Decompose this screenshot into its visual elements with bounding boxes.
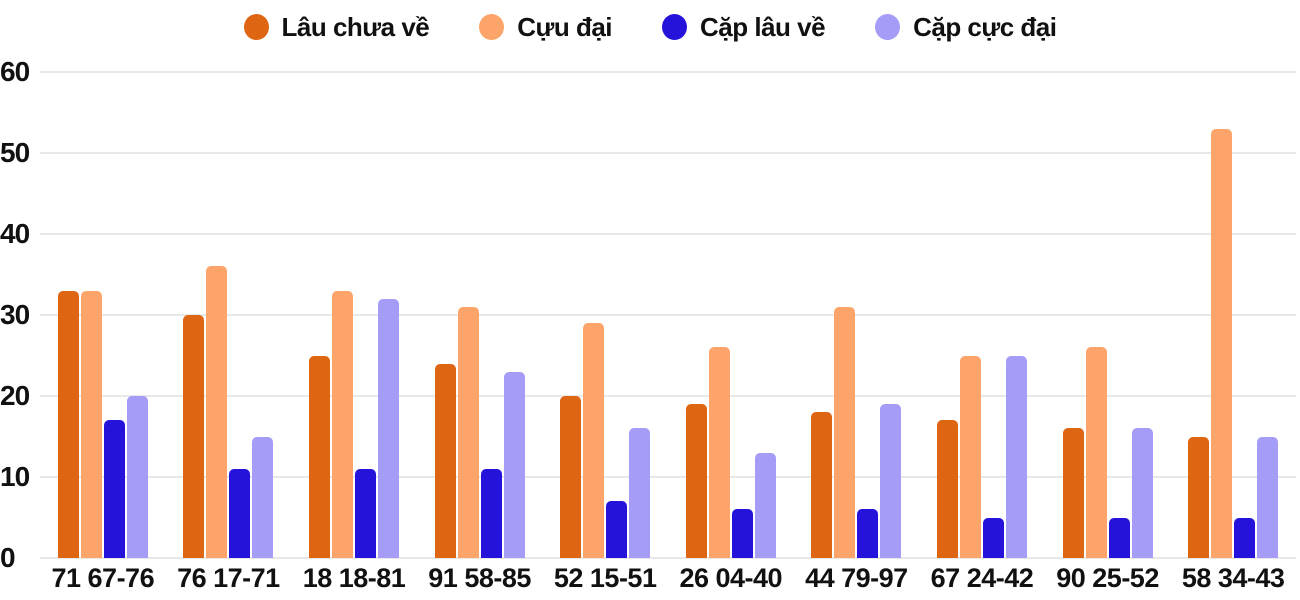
bar-series-1-group-10[interactable] <box>1188 436 1210 558</box>
bar-series-4-group-9[interactable] <box>1131 428 1153 558</box>
bar-group-8 <box>919 72 1045 558</box>
x-tick-label-2: 76 17-71 <box>177 563 280 593</box>
bar-series-2-group-1[interactable] <box>80 290 102 558</box>
legend-swatch-circle-icon <box>662 14 688 40</box>
bar-series-1-group-3[interactable] <box>308 355 330 558</box>
x-tick-label-8: 67 24-42 <box>930 563 1034 593</box>
bar-series-3-group-2[interactable] <box>229 468 251 558</box>
bar-series-3-group-5[interactable] <box>606 501 628 558</box>
y-tick-label-20: 20 <box>0 380 30 412</box>
bar-group-9 <box>1045 72 1171 558</box>
bar-series-2-group-7[interactable] <box>834 306 856 558</box>
bar-group-5 <box>542 72 668 558</box>
plot-area <box>40 71 1296 559</box>
legend-item-4[interactable]: Cặp cực đại <box>875 11 1057 43</box>
bar-group-7 <box>794 72 920 558</box>
x-tick-label-10: 58 34-43 <box>1181 563 1285 593</box>
bar-series-4-group-10[interactable] <box>1257 436 1279 558</box>
gridline-y-40 <box>40 233 1296 236</box>
x-axis: 71 67-76 76 17-71 18 18-81 91 58-85 52 15-51… <box>40 561 1296 595</box>
legend-label: Cặp lâu về <box>700 11 826 42</box>
bar-series-3-group-7[interactable] <box>857 509 879 558</box>
bar-group-2 <box>166 72 292 558</box>
y-tick-label-0: 0 <box>0 542 16 573</box>
bar-series-3-group-6[interactable] <box>731 509 753 558</box>
x-tick-label-6: 26 04-40 <box>679 563 783 593</box>
x-tick-label-7: 44 79-97 <box>805 563 908 593</box>
bar-group-4 <box>417 72 543 558</box>
bar-series-2-group-4[interactable] <box>457 306 479 558</box>
bar-series-1-group-6[interactable] <box>685 404 707 558</box>
bar-series-2-group-10[interactable] <box>1211 128 1233 558</box>
x-tick-label-3: 18 18-81 <box>302 563 406 593</box>
legend-item-3[interactable]: Cặp lâu về <box>662 11 826 43</box>
bar-series-2-group-9[interactable] <box>1085 347 1107 558</box>
bar-series-2-group-3[interactable] <box>331 290 353 558</box>
gridline-y-0 <box>40 557 1296 559</box>
bar-series-4-group-4[interactable] <box>503 371 525 558</box>
bar-series-1-group-1[interactable] <box>57 290 79 558</box>
gridline-y-50 <box>40 152 1296 154</box>
legend-swatch-circle-icon <box>479 14 505 40</box>
bar-series-3-group-4[interactable] <box>480 468 502 558</box>
y-tick-label-60: 60 <box>0 56 30 87</box>
bar-series-1-group-9[interactable] <box>1062 428 1084 558</box>
bar-series-4-group-7[interactable] <box>880 404 902 558</box>
bar-series-3-group-9[interactable] <box>1108 517 1130 558</box>
legend-label: Cựu đại <box>517 11 613 42</box>
bar-series-1-group-2[interactable] <box>183 315 205 558</box>
chart-legend: Lâu chưa về Cựu đại Cặp lâu về Cặp cực đại <box>0 6 1300 48</box>
y-tick-label-50: 50 <box>0 137 30 168</box>
bar-series-3-group-1[interactable] <box>103 420 125 558</box>
bar-series-2-group-8[interactable] <box>959 355 981 558</box>
legend-label: Lâu chưa về <box>281 11 430 42</box>
y-axis: 0 10 20 30 40 50 60 <box>0 56 34 573</box>
bar-group-6 <box>668 72 794 558</box>
gridline-y-20 <box>40 395 1296 398</box>
x-tick-label-4: 91 58-85 <box>428 563 531 593</box>
y-tick-label-30: 30 <box>0 299 30 330</box>
bar-series-4-group-3[interactable] <box>377 298 399 558</box>
legend-item-2[interactable]: Cựu đại <box>479 11 613 43</box>
bar-series-1-group-8[interactable] <box>936 420 958 558</box>
x-tick-label-9: 90 25-52 <box>1056 563 1159 593</box>
bar-series-4-group-1[interactable] <box>126 396 148 558</box>
bar-series-2-group-5[interactable] <box>583 323 605 558</box>
bar-series-4-group-8[interactable] <box>1005 355 1027 558</box>
bar-group-10 <box>1170 72 1296 558</box>
gridline-y-60 <box>40 71 1296 73</box>
bar-series-1-group-7[interactable] <box>811 412 833 558</box>
legend-item-1[interactable]: Lâu chưa về <box>243 11 430 43</box>
bar-series-1-group-5[interactable] <box>560 396 582 558</box>
legend-swatch-circle-icon <box>243 14 269 40</box>
bar-series-4-group-2[interactable] <box>252 436 274 558</box>
bar-series-3-group-8[interactable] <box>982 517 1004 558</box>
legend-label: Cặp cực đại <box>913 11 1057 42</box>
bar-series-1-group-4[interactable] <box>434 363 456 558</box>
bar-group-3 <box>291 72 417 558</box>
gridline-y-30 <box>40 314 1296 316</box>
y-tick-label-40: 40 <box>0 218 30 250</box>
bar-group-1 <box>40 72 166 558</box>
x-tick-label-1: 71 67-76 <box>51 563 155 593</box>
bar-series-4-group-5[interactable] <box>629 428 651 558</box>
bar-series-3-group-3[interactable] <box>354 468 376 558</box>
y-tick-label-10: 10 <box>0 461 30 493</box>
gridline-y-10 <box>40 476 1296 479</box>
bar-series-2-group-6[interactable] <box>708 347 730 558</box>
x-tick-label-5: 52 15-51 <box>553 563 657 593</box>
bar-series-2-group-2[interactable] <box>206 266 228 558</box>
bar-groups <box>40 72 1296 558</box>
bar-series-3-group-10[interactable] <box>1234 517 1256 558</box>
bar-series-4-group-6[interactable] <box>754 452 776 558</box>
legend-swatch-circle-icon <box>875 14 901 40</box>
